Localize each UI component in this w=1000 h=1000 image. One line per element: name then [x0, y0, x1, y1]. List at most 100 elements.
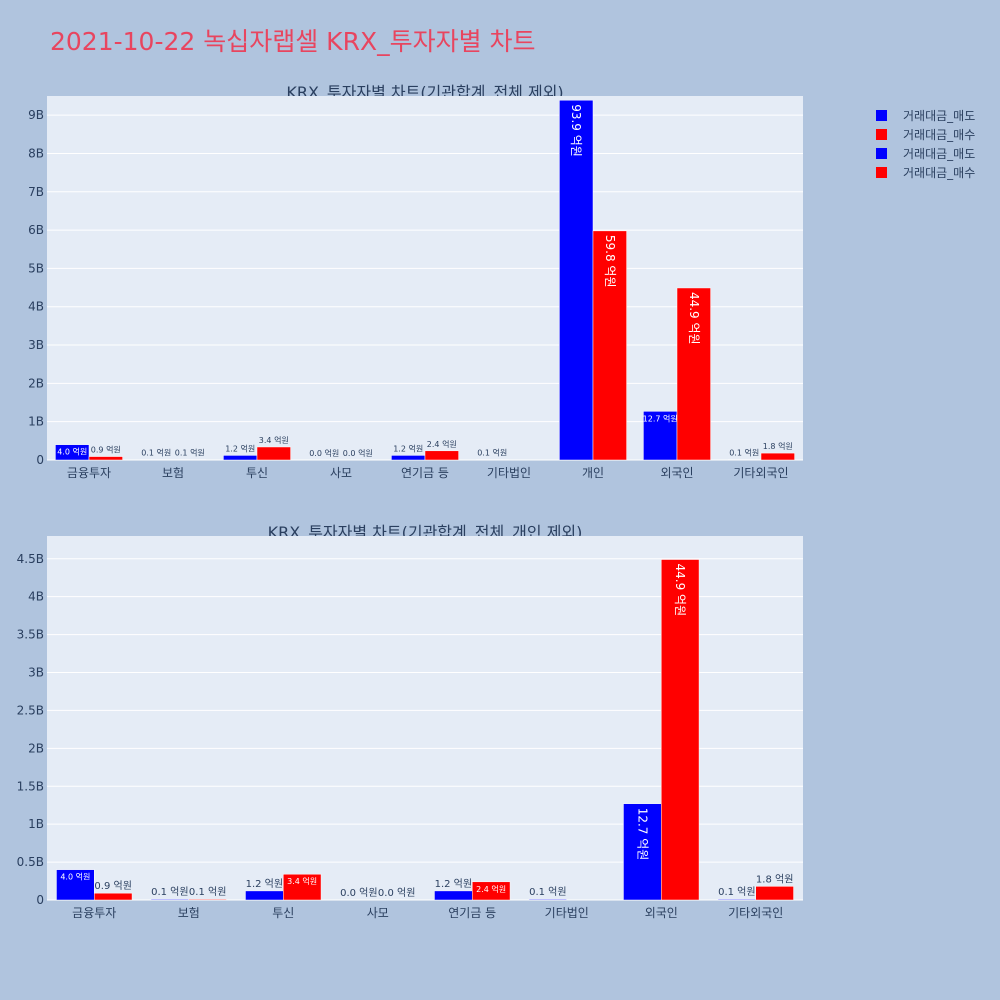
- bar-label: 0.1 억원: [729, 448, 759, 458]
- x-tick-label: 보험: [178, 906, 200, 920]
- bar[interactable]: [88, 456, 123, 461]
- bar[interactable]: [643, 411, 678, 461]
- x-tick-label: 금융투자: [72, 906, 116, 920]
- legend-item[interactable]: 거래대금_매도: [876, 106, 975, 125]
- bar-label: 0.1 억원: [189, 886, 226, 898]
- bar-label: 4.0 억원: [60, 872, 90, 882]
- bar-label: 0.0 억원: [309, 448, 339, 458]
- bar[interactable]: [676, 287, 711, 461]
- bar[interactable]: [283, 873, 322, 901]
- bar-label: 12.7 억원: [643, 413, 678, 423]
- y-tick-label: 0: [36, 893, 44, 907]
- y-tick-label: 8B: [28, 146, 44, 160]
- bar[interactable]: [472, 881, 511, 901]
- y-tick-label: 1.5B: [17, 779, 44, 793]
- bar-label: 2.4 억원: [427, 439, 457, 449]
- y-tick-label: 4.5B: [17, 552, 44, 566]
- x-tick-label: 연기금 등: [401, 466, 449, 480]
- legend-label: 거래대금_매수: [903, 128, 976, 142]
- bar-label: 1.2 억원: [435, 878, 472, 890]
- bar[interactable]: [424, 450, 459, 461]
- x-tick-label: 사모: [367, 906, 389, 920]
- bar[interactable]: [256, 446, 291, 461]
- y-tick-label: 4B: [28, 590, 44, 604]
- bar-label: 0.1 억원: [718, 886, 755, 898]
- x-tick-label: 기타법인: [545, 906, 589, 920]
- y-tick-label: 3B: [28, 666, 44, 680]
- x-tick-label: 기타법인: [487, 466, 531, 480]
- legend-label: 거래대금_매도: [903, 109, 976, 123]
- bar-label: 93.9 억원: [569, 104, 583, 157]
- x-tick-label: 기타외국인: [728, 906, 783, 920]
- bar-label: 0.1 억원: [151, 886, 188, 898]
- bar[interactable]: [245, 890, 284, 901]
- x-tick-label: 투신: [272, 906, 294, 920]
- bar-label: 2.4 억원: [476, 884, 506, 894]
- bar-label: 1.2 억원: [246, 878, 283, 890]
- page-title: 2021-10-22 녹십자랩셀 KRX_투자자별 차트: [50, 27, 536, 56]
- bar[interactable]: [55, 444, 90, 461]
- bar-label: 44.9 억원: [673, 564, 687, 617]
- y-tick-label: 4B: [28, 300, 44, 314]
- x-tick-label: 투신: [246, 466, 268, 480]
- x-tick-label: 금융투자: [67, 466, 111, 480]
- bar-label: 1.8 억원: [756, 873, 793, 885]
- x-tick-label: 사모: [330, 466, 352, 480]
- legend-item[interactable]: 거래대금_매수: [876, 163, 975, 182]
- bar-label: 0.1 억원: [477, 448, 507, 458]
- bar-label: 1.8 억원: [763, 441, 793, 451]
- bar-label: 44.9 억원: [687, 292, 701, 345]
- y-tick-label: 7B: [28, 185, 44, 199]
- bar-label: 0.1 억원: [529, 886, 566, 898]
- bar-label: 59.8 억원: [603, 235, 617, 288]
- bar[interactable]: [559, 99, 594, 461]
- legend-swatch: [876, 129, 887, 140]
- y-tick-label: 0: [36, 453, 44, 467]
- legend-item[interactable]: 거래대금_매수: [876, 125, 975, 144]
- bar-label: 0.0 억원: [343, 448, 373, 458]
- bar-label: 4.0 억원: [57, 447, 87, 457]
- bar[interactable]: [760, 452, 795, 461]
- bar[interactable]: [56, 869, 95, 901]
- bar-label: 0.0 억원: [340, 887, 377, 899]
- x-tick-label: 기타외국인: [733, 466, 788, 480]
- bar-label: 0.0 억원: [378, 887, 415, 899]
- bar-label: 0.9 억원: [94, 880, 131, 892]
- x-tick-label: 외국인: [660, 466, 693, 480]
- y-tick-label: 2B: [28, 741, 44, 755]
- bar[interactable]: [623, 803, 662, 901]
- bar[interactable]: [94, 892, 133, 901]
- x-tick-label: 보험: [162, 466, 184, 480]
- bar[interactable]: [150, 898, 189, 901]
- legend-label: 거래대금_매수: [903, 166, 976, 180]
- bar-label: 0.1 억원: [141, 448, 171, 458]
- legend-item[interactable]: 거래대금_매도: [876, 144, 975, 163]
- legend-swatch: [876, 167, 887, 178]
- y-tick-label: 2.5B: [17, 703, 44, 717]
- bar-label: 1.2 억원: [225, 443, 255, 453]
- y-tick-label: 6B: [28, 223, 44, 237]
- y-tick-label: 1B: [28, 817, 44, 831]
- bar[interactable]: [592, 230, 627, 461]
- x-tick-label: 개인: [582, 466, 604, 480]
- y-tick-label: 0.5B: [17, 855, 44, 869]
- bar-label: 1.2 억원: [393, 443, 423, 453]
- legend-label: 거래대금_매도: [903, 147, 976, 161]
- bar[interactable]: [528, 898, 568, 901]
- legend-swatch: [876, 148, 887, 159]
- bar[interactable]: [717, 898, 757, 901]
- bar[interactable]: [188, 898, 227, 901]
- y-tick-label: 1B: [28, 415, 44, 429]
- bar[interactable]: [755, 886, 794, 901]
- x-tick-label: 외국인: [645, 906, 678, 920]
- y-tick-label: 5B: [28, 261, 44, 275]
- bar-label: 12.7 억원: [635, 808, 649, 861]
- bar[interactable]: [661, 559, 700, 901]
- bar-label: 3.4 억원: [287, 876, 317, 886]
- legend[interactable]: 거래대금_매도 거래대금_매수 거래대금_매도 거래대금_매수: [876, 106, 975, 182]
- bar[interactable]: [434, 890, 473, 901]
- y-tick-label: 3B: [28, 338, 44, 352]
- x-tick-label: 연기금 등: [448, 906, 496, 920]
